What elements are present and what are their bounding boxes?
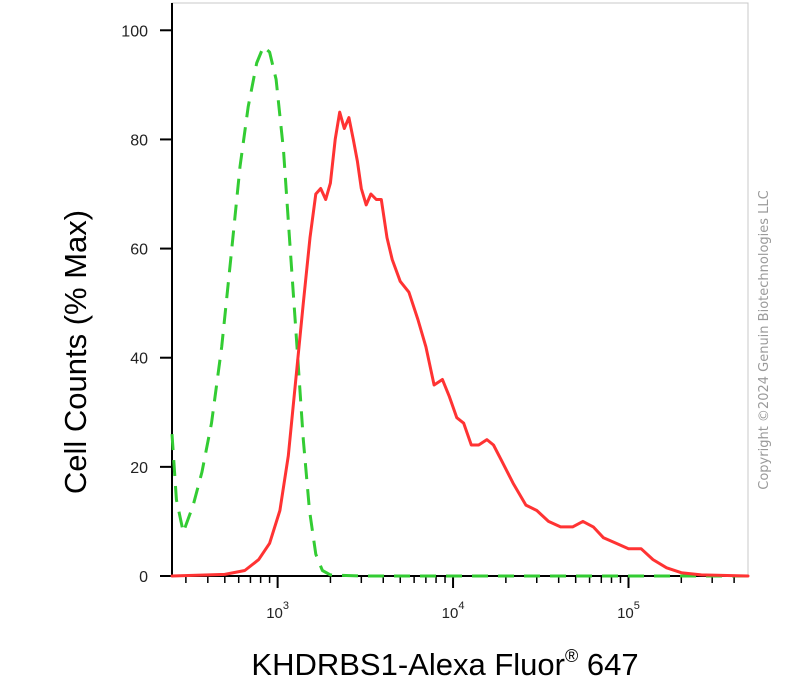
y-tick-label: 20 [130,460,148,477]
x-tick-label-base: 10 [442,605,459,622]
y-tick-label: 100 [121,23,148,40]
x-axis-title-superscript: ® [565,646,578,666]
series-line-1 [170,45,748,578]
x-tick-label: 105 [617,600,640,622]
x-axis-title-main: KHDRBS1-Alexa Fluor [251,647,565,682]
x-tick-label-base: 10 [266,605,283,622]
y-tick-label: 40 [130,351,148,368]
y-axis-title: Cell Counts (% Max) [58,210,93,494]
x-tick-label-base: 10 [617,605,634,622]
series-line-2 [170,110,750,578]
copyright-watermark: Copyright ©2024 Genuin Biotechnologies L… [757,190,772,489]
x-tick-label: 104 [442,600,465,622]
y-tick-label: 80 [130,132,148,149]
y-tick-label: 0 [139,569,148,586]
plot-frame-group [171,2,749,577]
x-axis-title: KHDRBS1-Alexa Fluor® 647 [251,646,638,682]
x-axis-title-suffix: 647 [578,647,638,682]
plot-frame [171,2,749,577]
x-tick-label-exponent: 4 [458,600,464,612]
x-tick-label-exponent: 5 [634,600,640,612]
x-tick-label-exponent: 3 [283,600,289,612]
y-axis-ticks: 0 20 40 60 80 100 [121,23,172,586]
series-layer [170,45,750,578]
y-tick-label: 60 [130,242,148,259]
x-tick-label: 103 [266,600,289,622]
x-axis-ticks: 103 104 105 [185,576,735,622]
